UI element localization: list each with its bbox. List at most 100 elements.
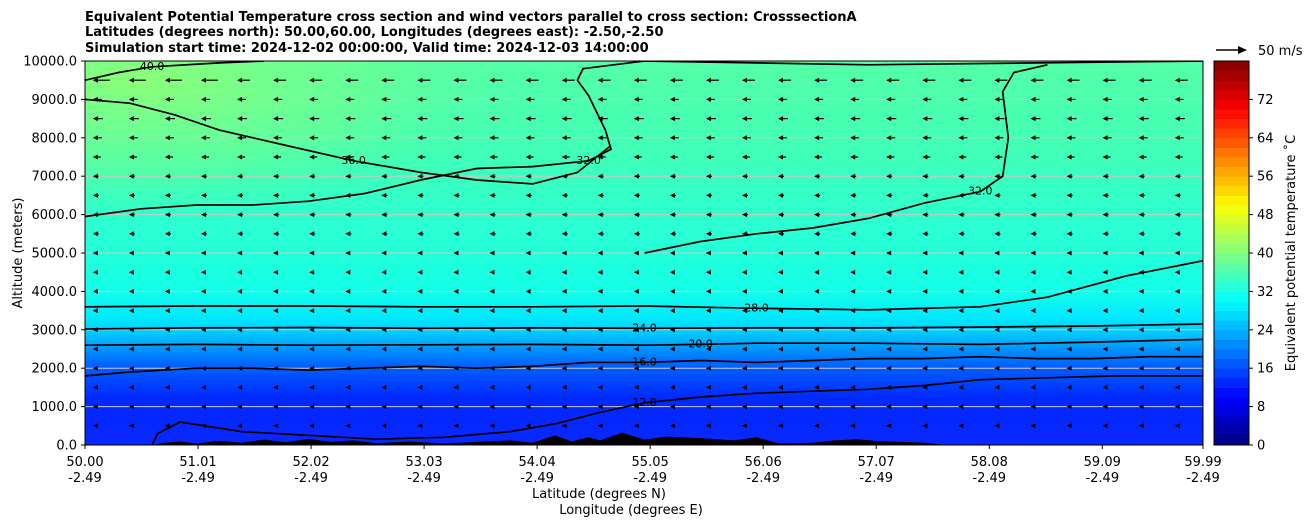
contour-label: 40.0	[140, 60, 165, 73]
wind-vector-head	[237, 212, 243, 218]
wind-vector-head	[489, 77, 495, 83]
wind-vector-head	[669, 192, 675, 198]
wind-vector-head	[1066, 423, 1072, 429]
wind-vector-head	[597, 250, 603, 256]
wind-vector-head	[1138, 269, 1144, 275]
wind-vector-head	[886, 116, 892, 122]
colorbar-band	[1214, 70, 1249, 81]
terrain	[152, 432, 947, 445]
wind-vector-head	[778, 365, 783, 371]
colorbar-band	[1214, 406, 1249, 417]
wind-vector-head	[561, 173, 567, 179]
quiver-key: 50 m/s	[1216, 44, 1303, 59]
wind-vector-head	[525, 250, 531, 256]
wind-vector-head	[525, 231, 531, 237]
wind-vector-head	[705, 212, 711, 218]
wind-vector-head	[994, 250, 1000, 256]
wind-vector-head	[1066, 96, 1072, 102]
wind-vector-head	[128, 154, 134, 160]
wind-vector-head	[922, 96, 928, 102]
wind-vector-head	[1066, 346, 1072, 352]
wind-vector-head	[417, 154, 423, 160]
wind-vector-head	[886, 288, 892, 294]
contour-label: 32.0	[968, 185, 993, 198]
wind-vector-head	[345, 423, 351, 429]
wind-vector-head	[705, 288, 711, 294]
wind-vector-head	[814, 384, 820, 390]
wind-vector-head	[164, 308, 170, 314]
x-tick-label-lon: -2.49	[1186, 471, 1220, 486]
wind-vector-head	[417, 135, 423, 141]
wind-vector-head	[705, 77, 711, 83]
wind-vector-head	[994, 231, 1000, 237]
wind-vector-head	[994, 77, 1000, 83]
wind-vector-head	[597, 77, 603, 83]
wind-vector-head	[1174, 116, 1180, 122]
wind-vector-head	[1066, 288, 1072, 294]
wind-vector-head	[201, 96, 206, 102]
wind-vector-head	[561, 212, 567, 218]
wind-vector-head	[633, 423, 639, 429]
wind-vector-head	[1066, 404, 1072, 410]
wind-vector-head	[164, 423, 170, 429]
wind-vector-head	[1066, 212, 1072, 218]
wind-vector-head	[850, 288, 856, 294]
wind-vector-head	[345, 384, 351, 390]
wind-vector-head	[633, 269, 639, 275]
wind-vector-head	[1030, 116, 1036, 122]
wind-vector-head	[489, 346, 495, 352]
wind-vector-head	[237, 288, 243, 294]
wind-vector-head	[850, 96, 856, 102]
wind-vector-head	[237, 77, 243, 83]
colorbar-tick-label: 24	[1257, 323, 1274, 338]
wind-vector-head	[525, 404, 531, 410]
wind-vector-head	[525, 77, 531, 83]
wind-vector-head	[1066, 192, 1072, 198]
wind-vector-head	[633, 135, 639, 141]
wind-vector-head	[309, 327, 315, 333]
wind-vector-head	[453, 327, 459, 333]
wind-vector-head	[417, 173, 423, 179]
plot-area: 12.016.020.024.028.032.032.036.040.0	[85, 60, 1203, 445]
wind-vector-head	[922, 231, 928, 237]
wind-vector-head	[525, 212, 531, 218]
wind-vector-head	[201, 192, 206, 198]
wind-vector-head	[417, 384, 423, 390]
wind-vector-head	[489, 288, 495, 294]
wind-vector-head	[633, 346, 639, 352]
wind-vector-head	[273, 212, 279, 218]
wind-vector-head	[309, 346, 315, 352]
wind-vector-head	[453, 96, 459, 102]
wind-vector-head	[453, 135, 459, 141]
y-tick-label: 2000.0	[32, 362, 78, 377]
wind-vectors	[92, 77, 1188, 429]
wind-vector-head	[1102, 308, 1108, 314]
wind-vector-head	[201, 288, 206, 294]
wind-vector-head	[237, 327, 243, 333]
wind-vector-head	[417, 365, 423, 371]
colorbar-band	[1214, 339, 1249, 350]
wind-vector-head	[633, 288, 639, 294]
wind-vector-head	[164, 250, 170, 256]
wind-vector-head	[742, 365, 747, 371]
wind-vector-head	[597, 327, 603, 333]
wind-vector-head	[922, 327, 928, 333]
wind-vector-head	[633, 250, 639, 256]
colorbar-band	[1214, 224, 1249, 235]
wind-vector-head	[201, 404, 206, 410]
x-axis-label-lat: Latitude (degrees N)	[532, 487, 666, 502]
wind-vector-head	[128, 288, 134, 294]
wind-vector-head	[814, 404, 820, 410]
wind-vector-head	[561, 96, 567, 102]
colorbar-band	[1214, 310, 1249, 321]
wind-vector-head	[922, 288, 928, 294]
x-tick-label-lon: -2.49	[294, 471, 328, 486]
wind-vector-head	[958, 116, 964, 122]
contours: 12.016.020.024.028.032.032.036.040.0	[85, 60, 1203, 445]
wind-vector-head	[778, 308, 783, 314]
wind-vector-head	[164, 154, 170, 160]
wind-vector-head	[1030, 192, 1036, 198]
wind-vector-head	[1174, 365, 1180, 371]
colorbar-band	[1214, 349, 1249, 360]
wind-vector-head	[164, 212, 170, 218]
